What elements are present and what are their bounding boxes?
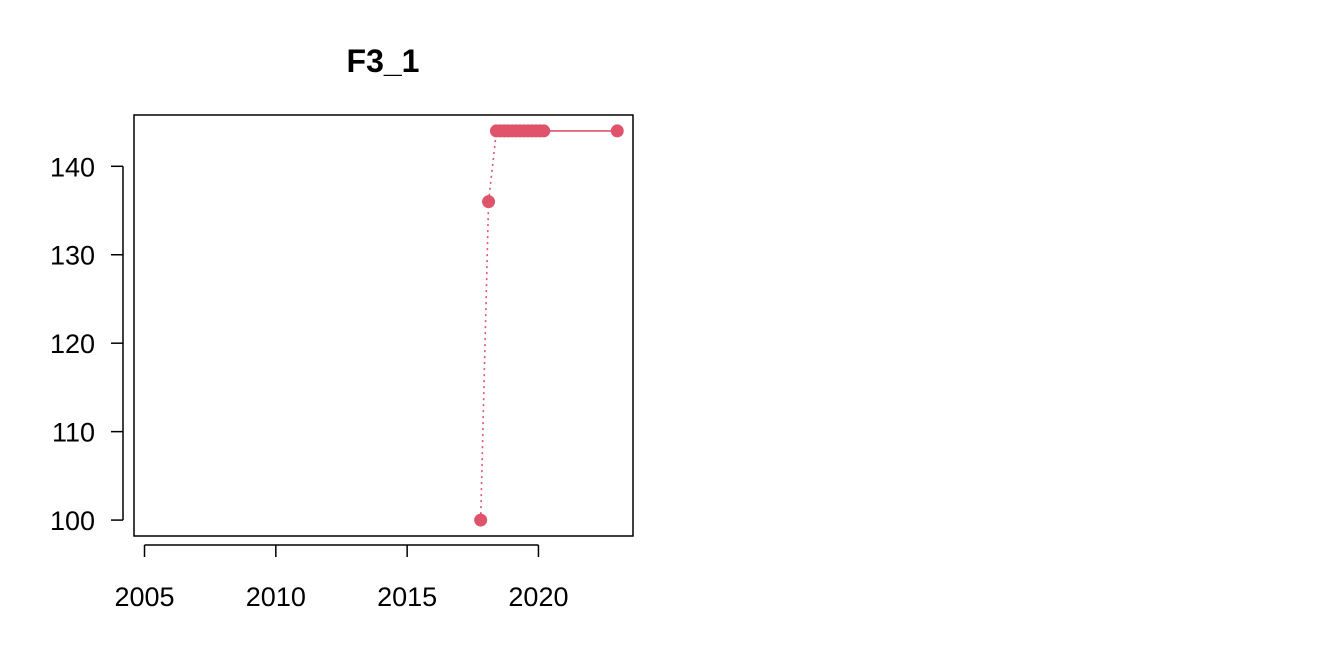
x-axis: 2005 2010 2015 2020 xyxy=(114,544,568,612)
x-tick-label: 2005 xyxy=(114,582,174,612)
series-segment xyxy=(487,130,498,202)
x-tick-label: 2015 xyxy=(377,582,437,612)
y-tick-label: 120 xyxy=(50,329,95,359)
y-axis: 100 110 120 130 140 xyxy=(50,152,124,536)
series-lines xyxy=(479,130,618,521)
data-point xyxy=(482,195,496,209)
y-tick-label: 100 xyxy=(50,506,95,536)
data-point xyxy=(610,124,624,138)
series-segment xyxy=(479,201,490,521)
plot-frame xyxy=(133,114,634,537)
data-point xyxy=(537,124,551,138)
x-tick-label: 2010 xyxy=(246,582,306,612)
data-point xyxy=(474,513,488,527)
y-tick-label: 130 xyxy=(50,241,95,271)
series-points xyxy=(474,124,624,527)
x-tick-label: 2020 xyxy=(508,582,568,612)
y-tick-label: 140 xyxy=(50,152,95,182)
y-tick-label: 110 xyxy=(52,418,95,448)
chart-title: F3_1 xyxy=(347,43,420,79)
